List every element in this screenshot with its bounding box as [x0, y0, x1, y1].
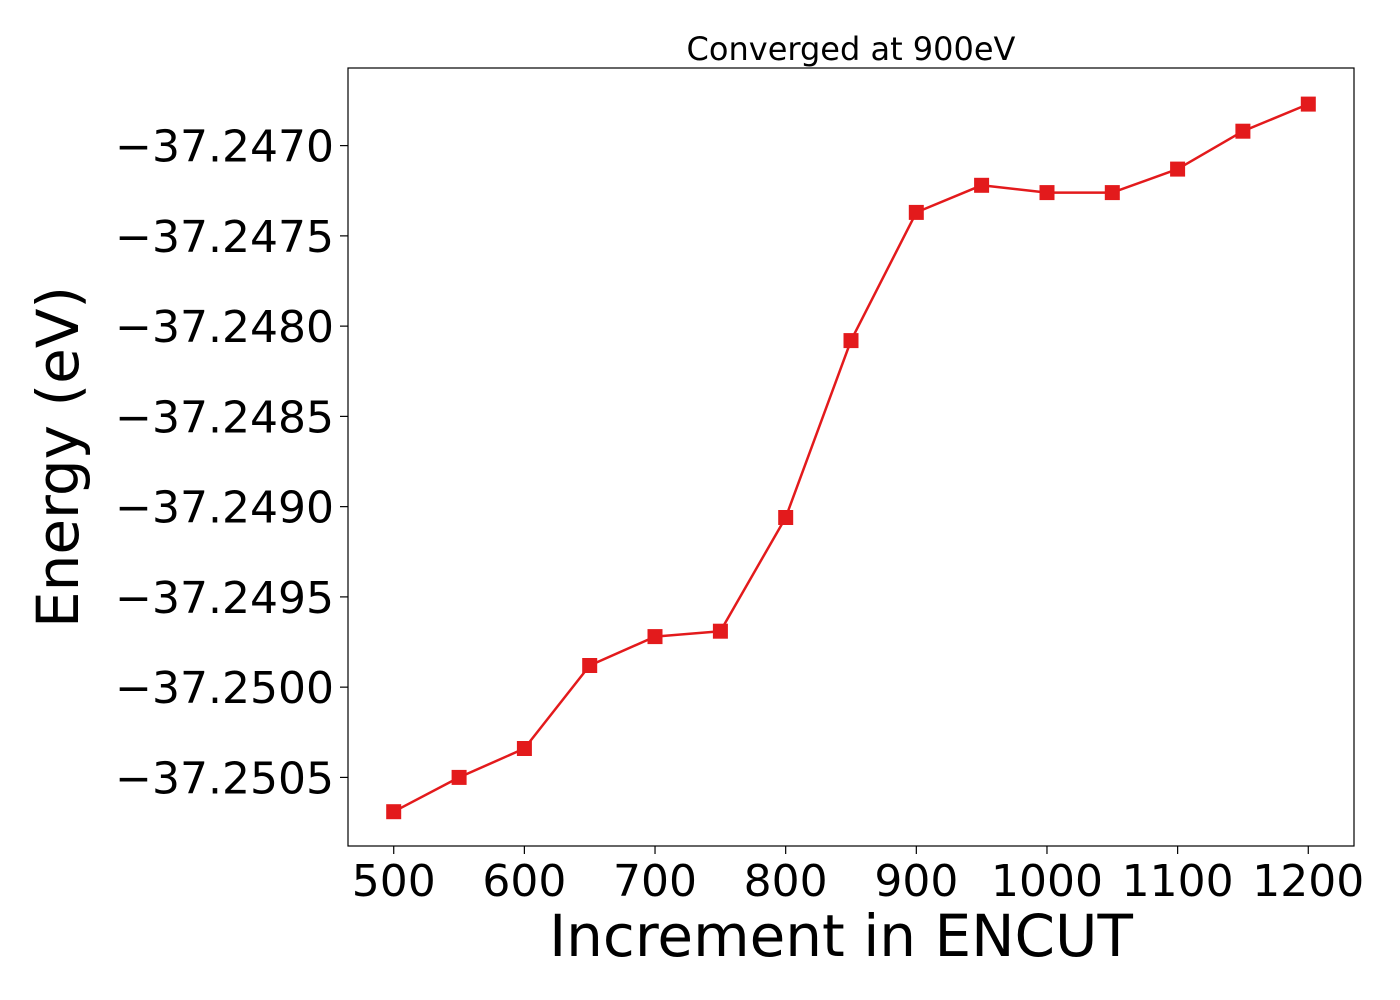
- x-tick-label: 700: [613, 856, 697, 907]
- data-point-marker: [1104, 185, 1120, 201]
- data-point-marker: [1235, 123, 1251, 139]
- y-tick-label: −37.2490: [115, 483, 334, 534]
- chart-title: Converged at 900eV: [687, 30, 1016, 68]
- x-tick-label: 500: [352, 856, 436, 907]
- data-point-marker: [386, 804, 402, 820]
- data-point-marker: [1300, 96, 1316, 112]
- y-tick-label: −37.2505: [115, 753, 334, 804]
- data-point-marker: [582, 658, 598, 673]
- x-tick-label: 1200: [1252, 856, 1364, 907]
- data-point-marker: [974, 177, 990, 193]
- y-axis-label: Energy (eV): [24, 286, 92, 628]
- data-point-marker: [908, 204, 924, 220]
- x-axis-label: Increment in ENCUT: [549, 902, 1133, 970]
- y-axis: −37.2505 −37.2500 −37.2495 −37.2490 −37.2485…: [115, 122, 348, 804]
- plot-area-frame: [347, 67, 1355, 847]
- data-point-marker: [778, 510, 794, 525]
- x-tick-label: 800: [744, 856, 828, 907]
- x-tick-label: 900: [874, 856, 958, 907]
- data-point-marker: [712, 623, 728, 639]
- data-point-marker: [451, 769, 467, 785]
- y-tick-label: −37.2480: [115, 302, 334, 353]
- x-tick-label: 600: [482, 856, 566, 907]
- y-tick-label: −37.2495: [115, 573, 334, 624]
- y-tick-label: −37.2475: [115, 212, 334, 263]
- x-axis: 500 600 700 800 900 1000 1100 1200: [352, 846, 1364, 907]
- y-tick-label: −37.2485: [115, 392, 334, 443]
- y-tick-label: −37.2500: [115, 663, 334, 714]
- series-markers: [386, 96, 1316, 820]
- data-point-marker: [1170, 161, 1186, 177]
- y-tick-label: −37.2470: [115, 122, 334, 173]
- x-tick-label: 1000: [991, 856, 1103, 907]
- data-point-marker: [1039, 185, 1055, 201]
- data-point-marker: [843, 333, 859, 349]
- data-point-marker: [516, 741, 532, 756]
- data-point-marker: [647, 629, 663, 645]
- x-tick-label: 1100: [1122, 856, 1234, 907]
